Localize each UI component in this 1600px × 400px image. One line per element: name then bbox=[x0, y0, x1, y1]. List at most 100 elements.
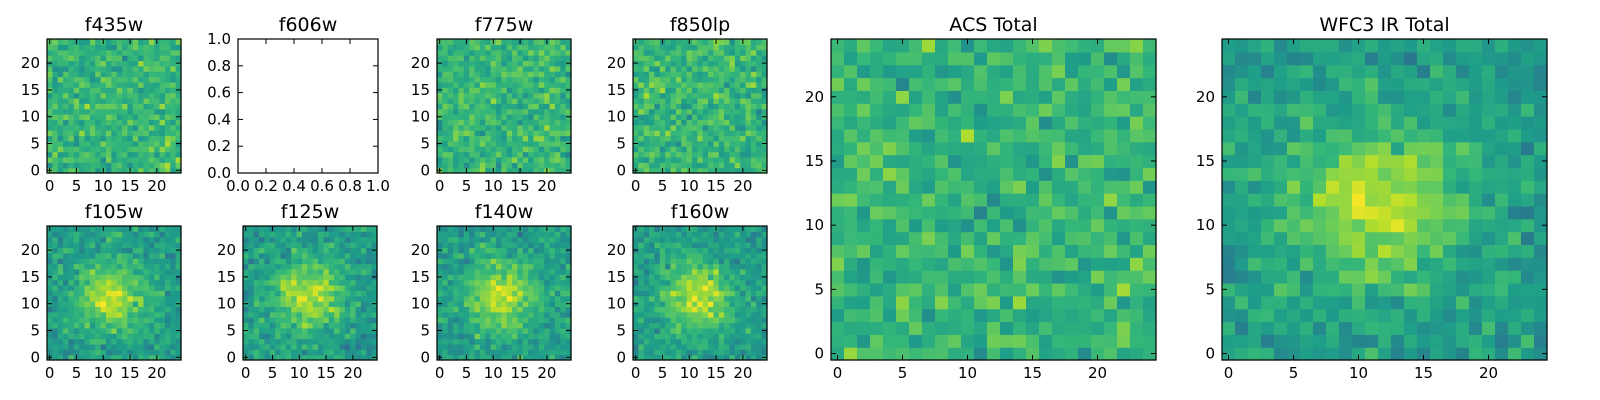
heatmap-cell bbox=[490, 338, 497, 345]
heatmap-cell bbox=[132, 231, 139, 238]
heatmap-cell bbox=[522, 71, 529, 78]
heatmap-cell bbox=[522, 108, 529, 115]
heatmap-cell bbox=[512, 87, 518, 94]
heatmap-cell bbox=[761, 135, 768, 142]
heatmap-cell bbox=[463, 124, 470, 131]
heatmap-cell bbox=[469, 156, 476, 163]
heatmap-cell bbox=[360, 343, 367, 350]
heatmap-cell bbox=[528, 65, 535, 72]
heatmap-cell bbox=[259, 317, 266, 324]
heatmap-cell bbox=[740, 114, 747, 120]
heatmap-cell bbox=[79, 65, 86, 72]
heatmap-cell bbox=[708, 55, 714, 62]
heatmap-cell bbox=[100, 81, 107, 88]
heatmap-cell bbox=[453, 322, 460, 329]
heatmap-cell bbox=[1417, 205, 1431, 220]
heatmap-cell bbox=[95, 162, 102, 169]
heatmap-cell bbox=[122, 156, 128, 163]
heatmap-cell bbox=[1130, 244, 1144, 258]
heatmap-cell bbox=[68, 274, 75, 281]
heatmap-cell bbox=[935, 295, 949, 310]
heatmap-cell bbox=[474, 135, 481, 142]
heatmap-cell bbox=[143, 135, 150, 142]
heatmap-cell bbox=[1248, 77, 1262, 91]
heatmap-cell bbox=[170, 306, 177, 313]
heatmap-cell bbox=[159, 236, 166, 243]
heatmap-cell bbox=[68, 231, 75, 238]
heatmap-cell bbox=[170, 317, 177, 324]
heatmap-cell bbox=[1404, 180, 1418, 194]
heatmap-cell bbox=[724, 71, 731, 78]
heatmap-cell bbox=[68, 103, 75, 110]
heatmap-cell bbox=[84, 349, 91, 356]
heatmap-cell bbox=[469, 87, 476, 94]
heatmap-cell bbox=[111, 349, 118, 356]
heatmap-cell bbox=[1235, 51, 1249, 66]
heatmap-cell bbox=[922, 167, 936, 181]
heatmap-cell bbox=[745, 49, 752, 56]
heatmap-cell bbox=[697, 124, 704, 131]
heatmap-cell bbox=[52, 92, 59, 99]
heatmap-cell bbox=[654, 151, 661, 158]
heatmap-cell bbox=[275, 242, 282, 249]
heatmap-cell bbox=[63, 103, 70, 110]
heatmap-cell bbox=[665, 108, 672, 115]
heatmap-cell bbox=[681, 55, 688, 62]
heatmap-cell bbox=[761, 71, 768, 78]
heatmap-cell bbox=[1352, 193, 1366, 207]
heatmap-cell bbox=[718, 81, 725, 88]
heatmap-cell bbox=[870, 64, 884, 79]
heatmap-cell bbox=[105, 55, 112, 62]
heatmap-cell bbox=[1235, 205, 1249, 220]
heatmap-cell bbox=[63, 242, 70, 249]
heatmap-cell bbox=[474, 322, 481, 329]
heatmap-cell bbox=[909, 116, 923, 130]
heatmap-cell bbox=[479, 103, 486, 110]
heatmap-cell bbox=[175, 55, 182, 62]
heatmap-cell bbox=[761, 156, 768, 163]
heatmap-cell bbox=[143, 119, 150, 126]
heatmap-cell bbox=[1300, 347, 1314, 361]
heatmap-cell bbox=[485, 156, 492, 163]
heatmap-cell bbox=[1339, 116, 1353, 130]
heatmap-cell bbox=[1326, 154, 1340, 168]
heatmap-cell bbox=[697, 81, 704, 88]
heatmap-cell bbox=[175, 322, 182, 329]
heatmap-cell bbox=[474, 92, 481, 99]
heatmap-cell bbox=[1287, 321, 1301, 335]
panel-title: f140w bbox=[475, 201, 534, 223]
heatmap-cell bbox=[909, 167, 923, 181]
heatmap-cell bbox=[84, 55, 91, 62]
heatmap-cell bbox=[479, 349, 486, 356]
heatmap-cell bbox=[175, 295, 182, 302]
heatmap-cell bbox=[138, 114, 145, 120]
heatmap-cell bbox=[883, 193, 897, 207]
heatmap-cell bbox=[122, 284, 128, 291]
heatmap-cell bbox=[248, 338, 255, 345]
heatmap-cell bbox=[1313, 103, 1327, 117]
heatmap-cell bbox=[127, 343, 134, 350]
heatmap-cell bbox=[649, 135, 656, 142]
heatmap-cell bbox=[1013, 257, 1027, 271]
heatmap-cell bbox=[560, 301, 567, 307]
heatmap-cell bbox=[643, 151, 650, 158]
heatmap-cell bbox=[538, 39, 545, 45]
heatmap-cell bbox=[95, 124, 102, 131]
heatmap-cell bbox=[280, 338, 287, 345]
heatmap-cell bbox=[323, 317, 330, 324]
heatmap-cell bbox=[654, 119, 661, 126]
heatmap-cell bbox=[974, 154, 988, 168]
heatmap-cell bbox=[447, 81, 454, 88]
heatmap-cell bbox=[355, 258, 362, 265]
heatmap-cell bbox=[831, 308, 845, 323]
heatmap-cell bbox=[474, 130, 481, 137]
heatmap-cell bbox=[458, 327, 465, 334]
heatmap-cell bbox=[458, 87, 465, 94]
heatmap-cell bbox=[1365, 257, 1379, 271]
heatmap-cell bbox=[1521, 205, 1535, 220]
heatmap-cell bbox=[447, 140, 454, 147]
heatmap-cell bbox=[111, 311, 118, 318]
heatmap-cell bbox=[1313, 218, 1327, 233]
heatmap-cell bbox=[68, 114, 75, 120]
